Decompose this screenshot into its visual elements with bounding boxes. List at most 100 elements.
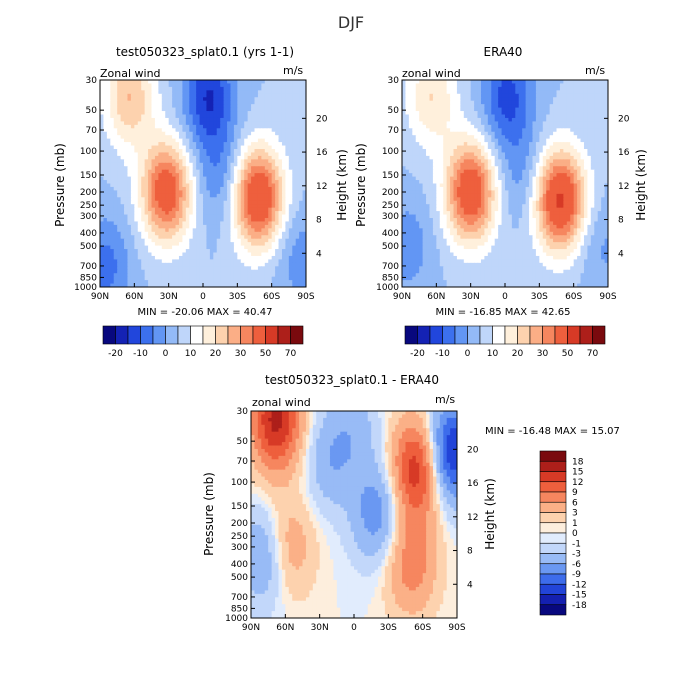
colorbar-tick-label: -10 <box>133 349 148 359</box>
colorbar-box <box>467 325 481 345</box>
colorbar-box <box>539 583 567 595</box>
colorbar-tick-label: 18 <box>572 457 584 467</box>
colorbar-tick-label: -9 <box>572 570 581 580</box>
y-tick-label: 50 <box>388 106 400 116</box>
y-axis-label: Pressure (mb) <box>202 472 216 556</box>
y-tick-label: 100 <box>80 147 97 157</box>
y-tick-label: 100 <box>231 478 248 488</box>
x-tick-label: 30N <box>160 292 178 302</box>
colorbar-box <box>429 325 443 345</box>
colorbar-tick-label: 0 <box>163 349 169 359</box>
y-tick-label: 200 <box>80 188 97 198</box>
y-tick-label: 400 <box>231 560 248 570</box>
y-tick-label: 1000 <box>376 283 399 293</box>
colorbar-tick-label: 30 <box>235 349 247 359</box>
colorbar-box <box>592 325 606 345</box>
colorbar-box <box>539 573 567 585</box>
colorbar-tick-label: 50 <box>562 349 574 359</box>
colorbar-tick-label: 20 <box>210 349 222 359</box>
y-tick-label: 500 <box>382 242 399 252</box>
colorbar-tick-label: -15 <box>572 591 587 601</box>
colorbar-tick-label: 30 <box>537 349 549 359</box>
colorbar-box <box>529 325 543 345</box>
colorbar-tick-label: 9 <box>572 488 578 498</box>
x-tick-label: 0 <box>351 623 357 633</box>
colorbar-box <box>504 325 518 345</box>
colorbar-tick-label: 12 <box>572 478 583 488</box>
y2-tick-label: 8 <box>316 216 322 226</box>
y2-tick-label: 20 <box>618 114 630 124</box>
y-tick-label: 700 <box>80 262 97 272</box>
y-tick-label: 250 <box>382 201 399 211</box>
y-tick-label: 50 <box>86 106 98 116</box>
y-tick-label: 50 <box>237 437 249 447</box>
y-tick-label: 400 <box>80 229 97 239</box>
colorbar-tick-label: 70 <box>285 349 297 359</box>
colorbar-tick-label: -3 <box>572 550 581 560</box>
y-tick-label: 850 <box>231 604 248 614</box>
colorbar-tick-label: 1 <box>572 519 578 529</box>
colorbar-box <box>227 325 241 345</box>
y-tick-label: 30 <box>86 76 98 86</box>
y-axis-label: Pressure (mb) <box>354 143 368 227</box>
y2-tick-label: 16 <box>316 148 328 158</box>
colorbar-box <box>539 471 567 483</box>
y-tick-label: 30 <box>237 407 249 417</box>
x-tick-label: 30S <box>229 292 246 302</box>
stats-label: MIN = -16.48 MAX = 15.07 <box>485 426 620 437</box>
colorbar-box <box>539 450 567 462</box>
colorbar-tick-label: 3 <box>572 509 578 519</box>
y-axis-label: Pressure (mb) <box>53 143 67 227</box>
contour-fill <box>402 80 608 287</box>
colorbar-box <box>479 325 493 345</box>
x-tick-label: 30N <box>311 623 329 633</box>
x-tick-label: 60N <box>276 623 294 633</box>
colorbar-box <box>215 325 229 345</box>
colorbar-box <box>290 325 304 345</box>
y-tick-label: 200 <box>382 188 399 198</box>
y2-axis-label: Height (km) <box>483 478 497 549</box>
y-tick-label: 1000 <box>225 614 248 624</box>
x-tick-label: 90S <box>599 292 616 302</box>
x-tick-label: 30S <box>380 623 397 633</box>
y-tick-label: 100 <box>382 147 399 157</box>
stats-label: MIN = -16.85 MAX = 42.65 <box>436 307 571 318</box>
y2-tick-label: 20 <box>316 114 328 124</box>
x-tick-label: 0 <box>200 292 206 302</box>
zonal-wind-label: zonal wind <box>402 67 461 80</box>
y-tick-label: 850 <box>382 273 399 283</box>
y2-tick-label: 12 <box>316 182 327 192</box>
colorbar-box <box>240 325 254 345</box>
panel-title: test050323_splat0.1 - ERA40 <box>265 373 439 387</box>
x-tick-label: 60N <box>427 292 445 302</box>
y-tick-label: 400 <box>382 229 399 239</box>
colorbar-box <box>127 325 141 345</box>
colorbar-box <box>404 325 418 345</box>
y-tick-label: 500 <box>231 573 248 583</box>
colorbar-tick-label: -20 <box>410 349 425 359</box>
colorbar-box <box>567 325 581 345</box>
x-tick-label: 90N <box>242 623 260 633</box>
colorbar-box <box>539 553 567 565</box>
colorbar-box <box>492 325 506 345</box>
colorbar-box <box>539 532 567 544</box>
colorbar-box <box>539 563 567 575</box>
colorbar-box <box>539 481 567 493</box>
zonal-wind-label: Zonal wind <box>100 67 161 80</box>
y-tick-label: 250 <box>80 201 97 211</box>
y-tick-label: 500 <box>80 242 97 252</box>
colorbar-tick-label: -6 <box>572 560 581 570</box>
contour-fill <box>100 80 306 287</box>
colorbar-tick-label: 15 <box>572 468 583 478</box>
colorbar-box <box>539 542 567 554</box>
y2-tick-label: 8 <box>618 216 624 226</box>
y-tick-label: 300 <box>382 212 399 222</box>
colorbar-box <box>115 325 129 345</box>
x-tick-label: 90N <box>393 292 411 302</box>
colorbar-box <box>265 325 279 345</box>
units-label: m/s <box>585 64 605 77</box>
colorbar-box <box>277 325 291 345</box>
panel-difference: test050323_splat0.1 - ERA40 zonal wind m… <box>202 373 620 633</box>
x-tick-label: 60S <box>414 623 431 633</box>
colorbar-box <box>539 594 567 606</box>
